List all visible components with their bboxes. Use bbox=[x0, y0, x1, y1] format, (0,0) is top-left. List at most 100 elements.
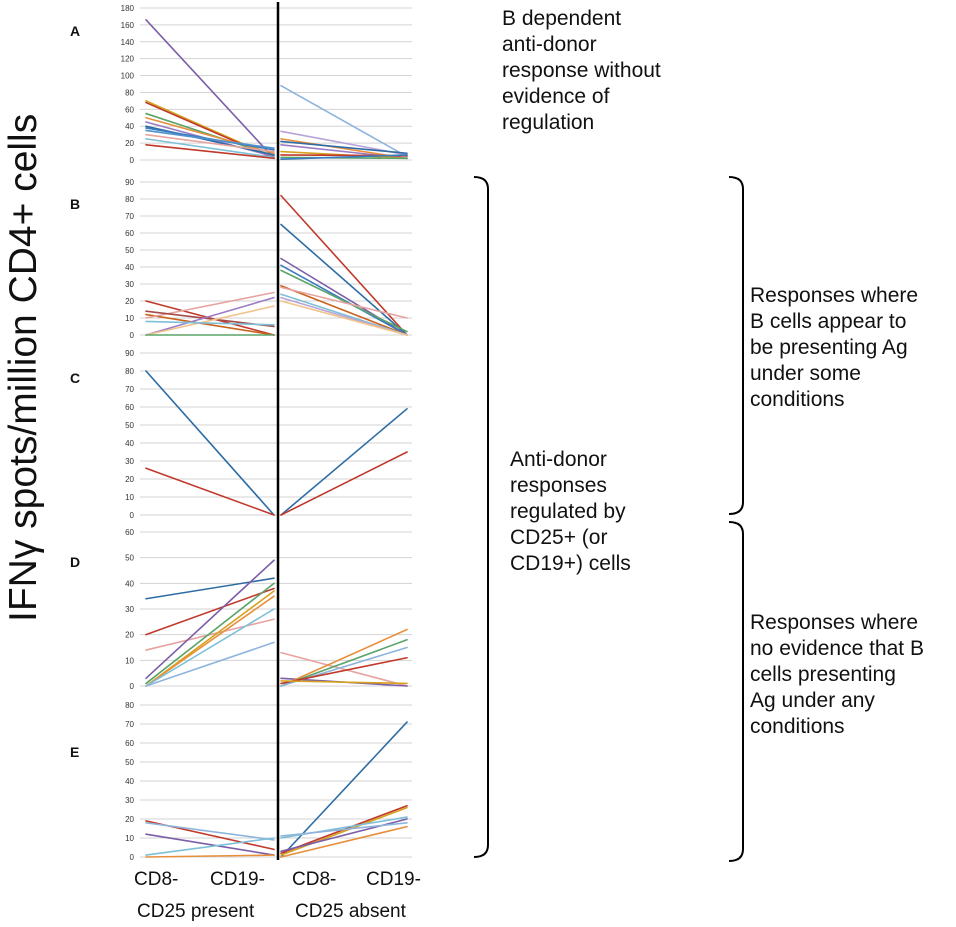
series-line-absent bbox=[280, 656, 408, 685]
series-line-present bbox=[145, 133, 275, 153]
series-line-absent bbox=[280, 194, 408, 336]
x-tick-cd19-present: CD19- bbox=[210, 869, 265, 890]
panel-letter-d: D bbox=[70, 554, 81, 570]
series-line-absent bbox=[280, 269, 408, 333]
series-line-absent bbox=[280, 638, 408, 687]
series-line-present bbox=[145, 138, 275, 159]
annotation-line: under some bbox=[750, 362, 861, 385]
y-tick-label: 0 bbox=[130, 331, 135, 340]
y-tick-label: 40 bbox=[125, 439, 134, 448]
y-tick-label: 160 bbox=[121, 21, 135, 30]
series-line-present bbox=[145, 854, 275, 858]
x-group-label-present: CD25 present bbox=[137, 901, 255, 922]
y-tick-label: 70 bbox=[125, 385, 134, 394]
x-group-label-absent: CD25 absent bbox=[295, 901, 406, 922]
series-line-absent bbox=[280, 821, 408, 837]
series-line-present bbox=[145, 587, 275, 636]
y-tick-label: 60 bbox=[125, 229, 134, 238]
y-tick-label: 60 bbox=[125, 403, 134, 412]
y-tick-label: 20 bbox=[125, 631, 134, 640]
y-tick-label: 140 bbox=[121, 38, 135, 47]
annotation-regulated: Anti-donor responses regulated by CD25+ … bbox=[510, 447, 631, 577]
series-line-present bbox=[145, 296, 275, 336]
panel-letter-e: E bbox=[70, 744, 80, 760]
y-tick-label: 90 bbox=[125, 178, 134, 187]
series-line-present bbox=[145, 116, 275, 155]
series-line-present bbox=[145, 129, 275, 149]
annotation-line: Anti-donor bbox=[510, 448, 607, 471]
series-line-present bbox=[145, 595, 275, 687]
x-tick-cd8-present: CD8- bbox=[134, 869, 179, 890]
x-tick-cd8-absent: CD8- bbox=[292, 869, 337, 890]
y-tick-label: 10 bbox=[125, 656, 134, 665]
annotation-line: anti-donor bbox=[502, 33, 597, 56]
y-tick-label: 90 bbox=[125, 349, 134, 358]
y-tick-label: 70 bbox=[125, 720, 134, 729]
series-line-present bbox=[145, 313, 275, 336]
series-line-absent bbox=[280, 84, 408, 158]
series-line-present bbox=[145, 19, 275, 160]
annotation-line: Responses where bbox=[750, 611, 919, 634]
series-line-absent bbox=[280, 140, 408, 155]
y-tick-label: 20 bbox=[125, 475, 134, 484]
series-line-absent bbox=[280, 286, 408, 319]
y-tick-label: 20 bbox=[125, 297, 134, 306]
y-tick-label: 30 bbox=[125, 457, 134, 466]
series-line-present bbox=[145, 833, 275, 856]
series-line-present bbox=[145, 370, 275, 516]
y-tick-label: 80 bbox=[125, 367, 134, 376]
y-tick-label: 40 bbox=[125, 122, 134, 131]
annotation-presenting: Responses where B cells appear to be pre… bbox=[750, 283, 918, 413]
y-tick-label: 10 bbox=[125, 314, 134, 323]
y-tick-label: 0 bbox=[130, 682, 135, 691]
series-line-absent bbox=[280, 721, 408, 858]
panel-letter-a: A bbox=[70, 23, 81, 39]
annotation-line: cells presenting bbox=[750, 663, 896, 686]
annotation-not-presenting: Responses where no evidence that B cells… bbox=[750, 610, 924, 740]
series-line-present bbox=[145, 300, 275, 336]
series-line-absent bbox=[280, 300, 408, 336]
y-tick-label: 0 bbox=[130, 853, 135, 862]
series-line-present bbox=[145, 608, 275, 687]
panel-letter-b: B bbox=[70, 196, 81, 212]
y-tick-label: 120 bbox=[121, 55, 135, 64]
series-line-absent bbox=[280, 284, 408, 336]
series-line-absent bbox=[280, 451, 408, 516]
annotation-line: CD19+) cells bbox=[510, 552, 631, 575]
series-line-absent bbox=[280, 806, 408, 856]
series-line-present bbox=[145, 467, 275, 516]
series-line-present bbox=[145, 320, 275, 326]
y-tick-label: 40 bbox=[125, 263, 134, 272]
series-line-absent bbox=[280, 651, 408, 687]
series-line-absent bbox=[280, 257, 408, 336]
y-tick-label: 70 bbox=[125, 212, 134, 221]
series-line-absent bbox=[280, 628, 408, 687]
annotation-line: conditions bbox=[750, 715, 845, 738]
series-line-absent bbox=[280, 680, 408, 685]
annotation-line: conditions bbox=[750, 388, 845, 411]
y-tick-label: 100 bbox=[121, 72, 135, 81]
y-tick-label: 80 bbox=[125, 88, 134, 97]
y-tick-label: 30 bbox=[125, 796, 134, 805]
y-tick-label: 30 bbox=[125, 605, 134, 614]
y-tick-label: 0 bbox=[130, 511, 135, 520]
panel-letter-c: C bbox=[70, 370, 81, 386]
y-tick-label: 40 bbox=[125, 777, 134, 786]
y-tick-label: 60 bbox=[125, 739, 134, 748]
series-line-absent bbox=[280, 156, 408, 160]
y-tick-label: 50 bbox=[125, 246, 134, 255]
annotation-line: Responses where bbox=[750, 284, 919, 307]
y-tick-label: 180 bbox=[121, 4, 135, 13]
series-line-present bbox=[145, 821, 275, 841]
annotation-line: Ag under any bbox=[750, 689, 875, 712]
bracket-not-presenting bbox=[728, 521, 744, 862]
annotation-line: B dependent bbox=[502, 7, 622, 30]
annotation-line: regulated by bbox=[510, 500, 626, 523]
annotation-line: no evidence that B bbox=[750, 637, 924, 660]
annotation-line: B cells appear to bbox=[750, 310, 907, 333]
series-line-present bbox=[145, 582, 275, 685]
y-tick-label: 80 bbox=[125, 195, 134, 204]
series-line-absent bbox=[280, 154, 408, 160]
bracket-regulated bbox=[473, 176, 489, 858]
